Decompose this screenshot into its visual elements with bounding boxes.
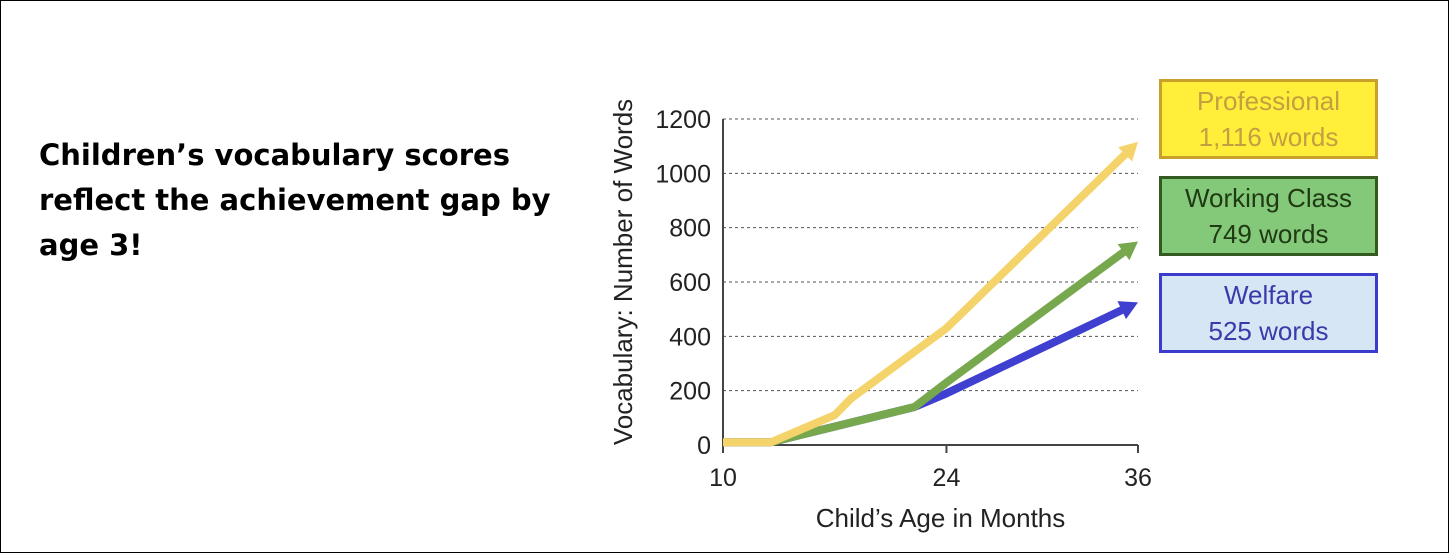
chart-axes	[722, 119, 1139, 453]
y-tick-label: 400	[669, 323, 711, 351]
series-arrowhead-working-class	[1117, 241, 1138, 261]
chart-grid	[723, 118, 1138, 392]
legend-series-name: Professional	[1196, 86, 1341, 116]
y-tick-label: 1200	[655, 106, 711, 134]
x-tick-label: 10	[709, 464, 737, 492]
chart-series	[723, 141, 1138, 447]
headline-text: Children’s vocabulary scores reflect the…	[39, 138, 551, 262]
y-tick-label: 0	[697, 432, 711, 460]
x-tick-label: 36	[1124, 464, 1152, 492]
series-arrowhead-welfare	[1117, 301, 1138, 320]
legend-series-value: 1,116 words	[1198, 122, 1339, 152]
series-line-welfare	[723, 304, 1127, 447]
y-tick-label: 800	[669, 215, 711, 243]
series-arrowhead-professional	[1118, 141, 1138, 162]
y-tick-label: 200	[669, 378, 711, 406]
y-tick-label: 600	[669, 269, 711, 297]
x-tick-label: 24	[933, 464, 961, 492]
x-axis-title: Child’s Age in Months	[816, 503, 1066, 533]
legend-series-value: 525 words	[1208, 316, 1329, 346]
legend-series-name: Working Class	[1184, 183, 1353, 213]
legend-box-welfare: Welfare 525 words	[1159, 273, 1378, 353]
y-tick-label: 1000	[655, 160, 711, 188]
chart-labels: 0 200 400 600 800 1000 1200 10 24 36 Child’s Age i…	[608, 99, 1152, 533]
series-line-professional	[723, 148, 1131, 447]
legend-box-professional: Professional 1,116 words	[1159, 79, 1378, 159]
y-axis-title: Vocabulary: Number of Words	[608, 99, 638, 445]
legend-box-working-class: Working Class 749 words	[1159, 176, 1378, 256]
legend-series-value: 749 words	[1208, 219, 1329, 249]
legend-series-name: Welfare	[1223, 280, 1314, 310]
